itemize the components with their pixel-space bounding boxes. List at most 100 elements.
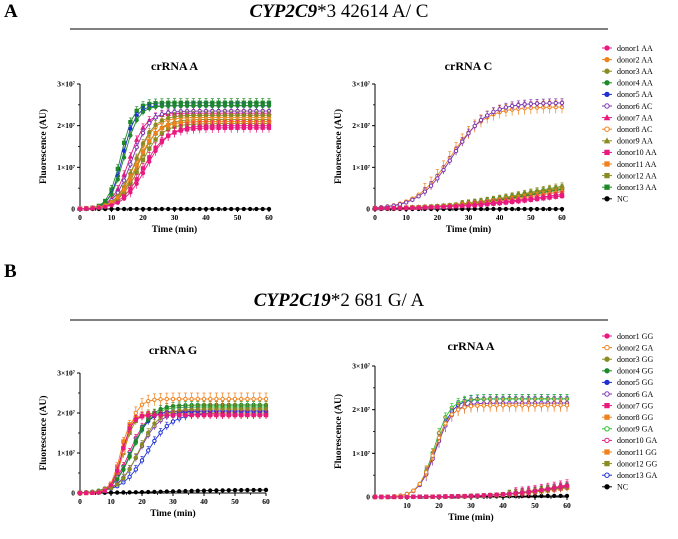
- legend-a: donor1 AA donor2 AA donor3 AA donor4 AA dono…: [602, 44, 657, 204]
- legend-item: donor10 AA: [602, 148, 657, 157]
- data-point: [547, 100, 552, 106]
- data-point: [539, 488, 544, 493]
- data-point: [460, 203, 465, 208]
- data-point: [416, 194, 421, 199]
- data-point: [183, 412, 188, 418]
- data-point: [127, 474, 132, 480]
- data-point: [121, 196, 127, 201]
- legend-item: donor8 AC: [602, 125, 652, 134]
- data-point: [178, 206, 183, 212]
- data-point: [147, 159, 152, 164]
- data-point: [195, 488, 200, 493]
- y-tick-label: 0: [366, 493, 370, 502]
- data-point: [121, 467, 126, 472]
- data-point: [260, 113, 265, 118]
- data-point: [404, 205, 409, 210]
- series-donor1-aa: [372, 191, 565, 211]
- legend-item: NC: [602, 483, 628, 492]
- legend-item: donor11 AA: [602, 160, 657, 169]
- data-point: [203, 103, 209, 108]
- data-point: [208, 488, 213, 493]
- data-point: [127, 454, 132, 459]
- data-point: [534, 206, 540, 212]
- data-point: [468, 404, 474, 409]
- data-point: [133, 490, 138, 495]
- legend-item: donor4 AA: [602, 79, 653, 88]
- data-point: [478, 201, 484, 207]
- data-point: [391, 205, 396, 211]
- data-point: [263, 406, 269, 412]
- data-point: [552, 403, 557, 408]
- data-point: [488, 493, 493, 498]
- data-point: [430, 453, 435, 458]
- x-tick-label: 30: [467, 501, 475, 510]
- data-point: [184, 103, 190, 108]
- data-point: [121, 206, 127, 212]
- data-point: [127, 426, 132, 431]
- data-point: [140, 170, 146, 176]
- data-point: [466, 131, 471, 136]
- x-tick-label: 60: [563, 501, 571, 510]
- data-point: [247, 206, 253, 212]
- data-point: [411, 488, 416, 493]
- data-point: [128, 119, 133, 125]
- data-point: [210, 206, 215, 212]
- data-point: [385, 494, 390, 500]
- data-point: [84, 206, 89, 211]
- data-point: [447, 158, 452, 163]
- legend-marker: [604, 149, 610, 156]
- data-point: [183, 488, 188, 494]
- data-point: [456, 407, 461, 412]
- data-point: [158, 407, 163, 412]
- data-point: [115, 200, 120, 205]
- data-point: [553, 206, 558, 212]
- data-point: [247, 123, 253, 128]
- y-tick-label: 1×10⁷: [352, 163, 371, 172]
- y-axis-label: Fluorescence (AU): [38, 395, 49, 470]
- x-axis-label: Time (min): [446, 224, 491, 235]
- data-point: [201, 396, 207, 402]
- data-point: [526, 403, 531, 408]
- legend-item: donor3 AA: [602, 67, 653, 76]
- data-point: [158, 430, 163, 435]
- data-point: [232, 412, 238, 418]
- y-tick-label: 2×10⁷: [57, 121, 76, 130]
- data-point: [166, 115, 171, 121]
- data-point: [254, 113, 259, 118]
- data-point: [210, 113, 215, 118]
- panel-letter-b: B: [4, 261, 17, 282]
- series-line: [375, 398, 567, 498]
- data-point: [134, 117, 139, 123]
- data-point: [195, 412, 200, 418]
- data-point: [503, 105, 509, 110]
- data-point: [232, 488, 238, 493]
- data-point: [140, 130, 146, 136]
- data-point: [239, 406, 244, 412]
- data-point: [189, 407, 194, 412]
- data-point: [379, 206, 384, 211]
- data-point: [266, 123, 272, 128]
- data-point: [528, 101, 534, 107]
- legend-item: donor13 GA: [602, 471, 657, 480]
- data-point: [159, 103, 165, 109]
- data-point: [516, 197, 521, 203]
- data-point: [509, 206, 515, 212]
- data-point: [109, 192, 114, 197]
- data-point: [528, 206, 533, 212]
- series-donor1-gg: [372, 481, 570, 500]
- data-point: [222, 113, 228, 118]
- legend-item: donor5 GG: [602, 378, 653, 387]
- section-a-gene: CYP2C9: [250, 1, 318, 22]
- data-point: [410, 205, 415, 210]
- data-point: [260, 103, 265, 108]
- legend-label: donor11 AA: [617, 160, 657, 169]
- series-line: [79, 414, 266, 494]
- data-point: [140, 206, 146, 212]
- data-point: [128, 126, 133, 131]
- data-point: [121, 178, 127, 183]
- data-point: [449, 412, 454, 417]
- data-point: [500, 492, 506, 497]
- series-line: [79, 414, 266, 494]
- data-point: [522, 197, 527, 202]
